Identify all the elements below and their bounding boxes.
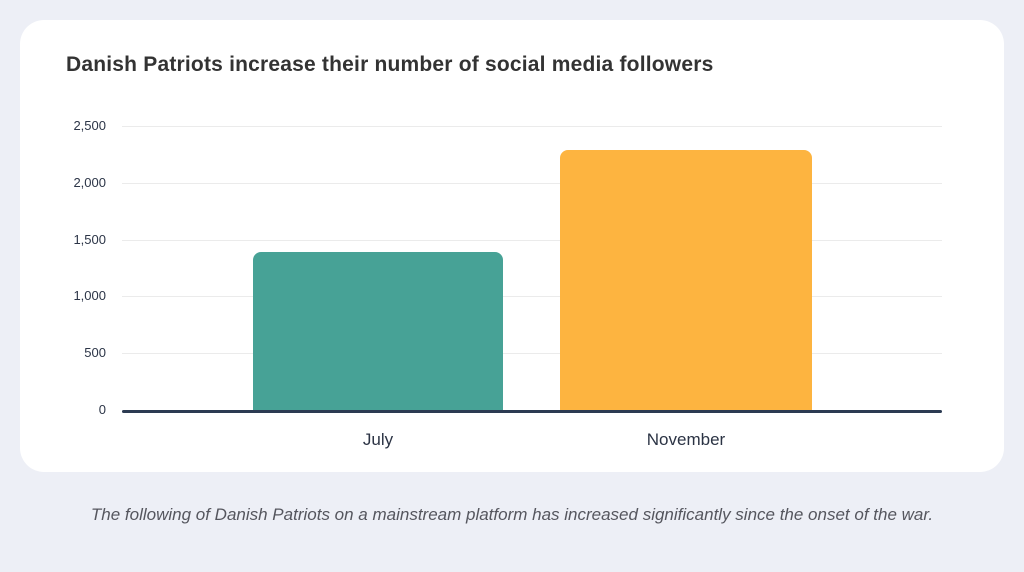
y-tick-label: 1,000 [73,288,106,304]
chart-caption: The following of Danish Patriots on a ma… [90,505,934,524]
chart-title: Danish Patriots increase their number of… [66,53,714,76]
y-tick-label: 1,500 [73,231,106,247]
y-tick-label: 500 [84,345,106,361]
chart-card: Danish Patriots increase their number of… [20,20,1004,472]
bar-july [253,252,503,410]
gridline-1000 [122,296,942,298]
gridline-2500 [122,126,942,127]
y-tick-label: 0 [98,402,106,417]
gridline-2000 [122,182,942,184]
plot-area: 0 500 1,000 1,500 2,000 2,500 July November [73,118,942,449]
bar-november [560,150,812,410]
y-tick-label: 2,000 [73,174,106,190]
y-tick-label: 2,500 [73,118,106,133]
x-axis-line [122,410,942,413]
x-axis-label-november: November [646,430,726,449]
gridline-500 [122,353,942,355]
gridline-1500 [122,239,942,241]
x-axis-label-july: July [362,430,394,449]
